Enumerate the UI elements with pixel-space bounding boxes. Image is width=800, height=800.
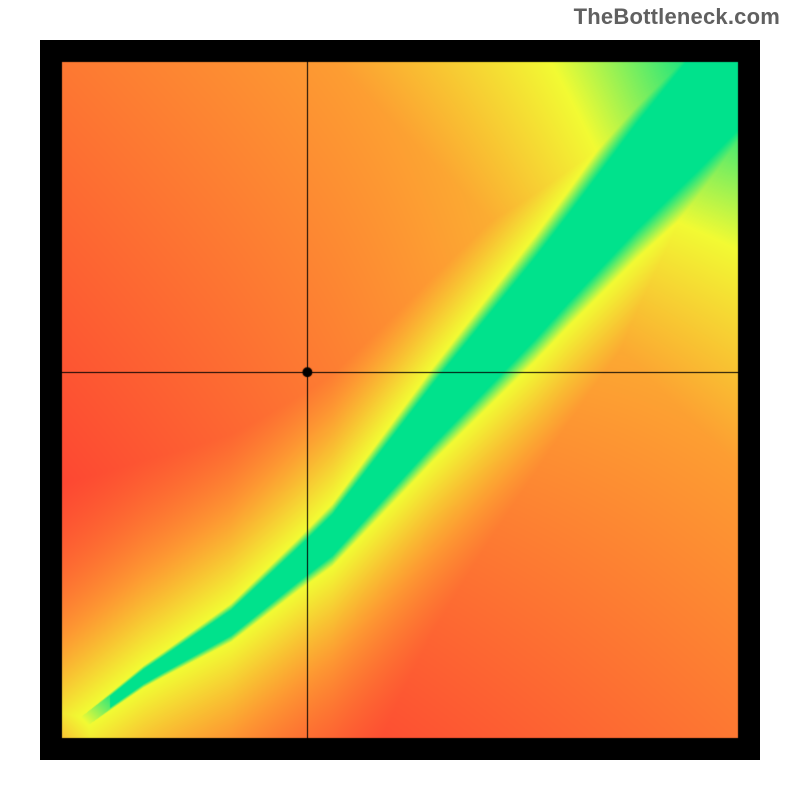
heatmap-canvas <box>40 40 760 760</box>
chart-container: TheBottleneck.com <box>0 0 800 800</box>
attribution-text: TheBottleneck.com <box>574 4 780 30</box>
plot-area <box>40 40 760 760</box>
